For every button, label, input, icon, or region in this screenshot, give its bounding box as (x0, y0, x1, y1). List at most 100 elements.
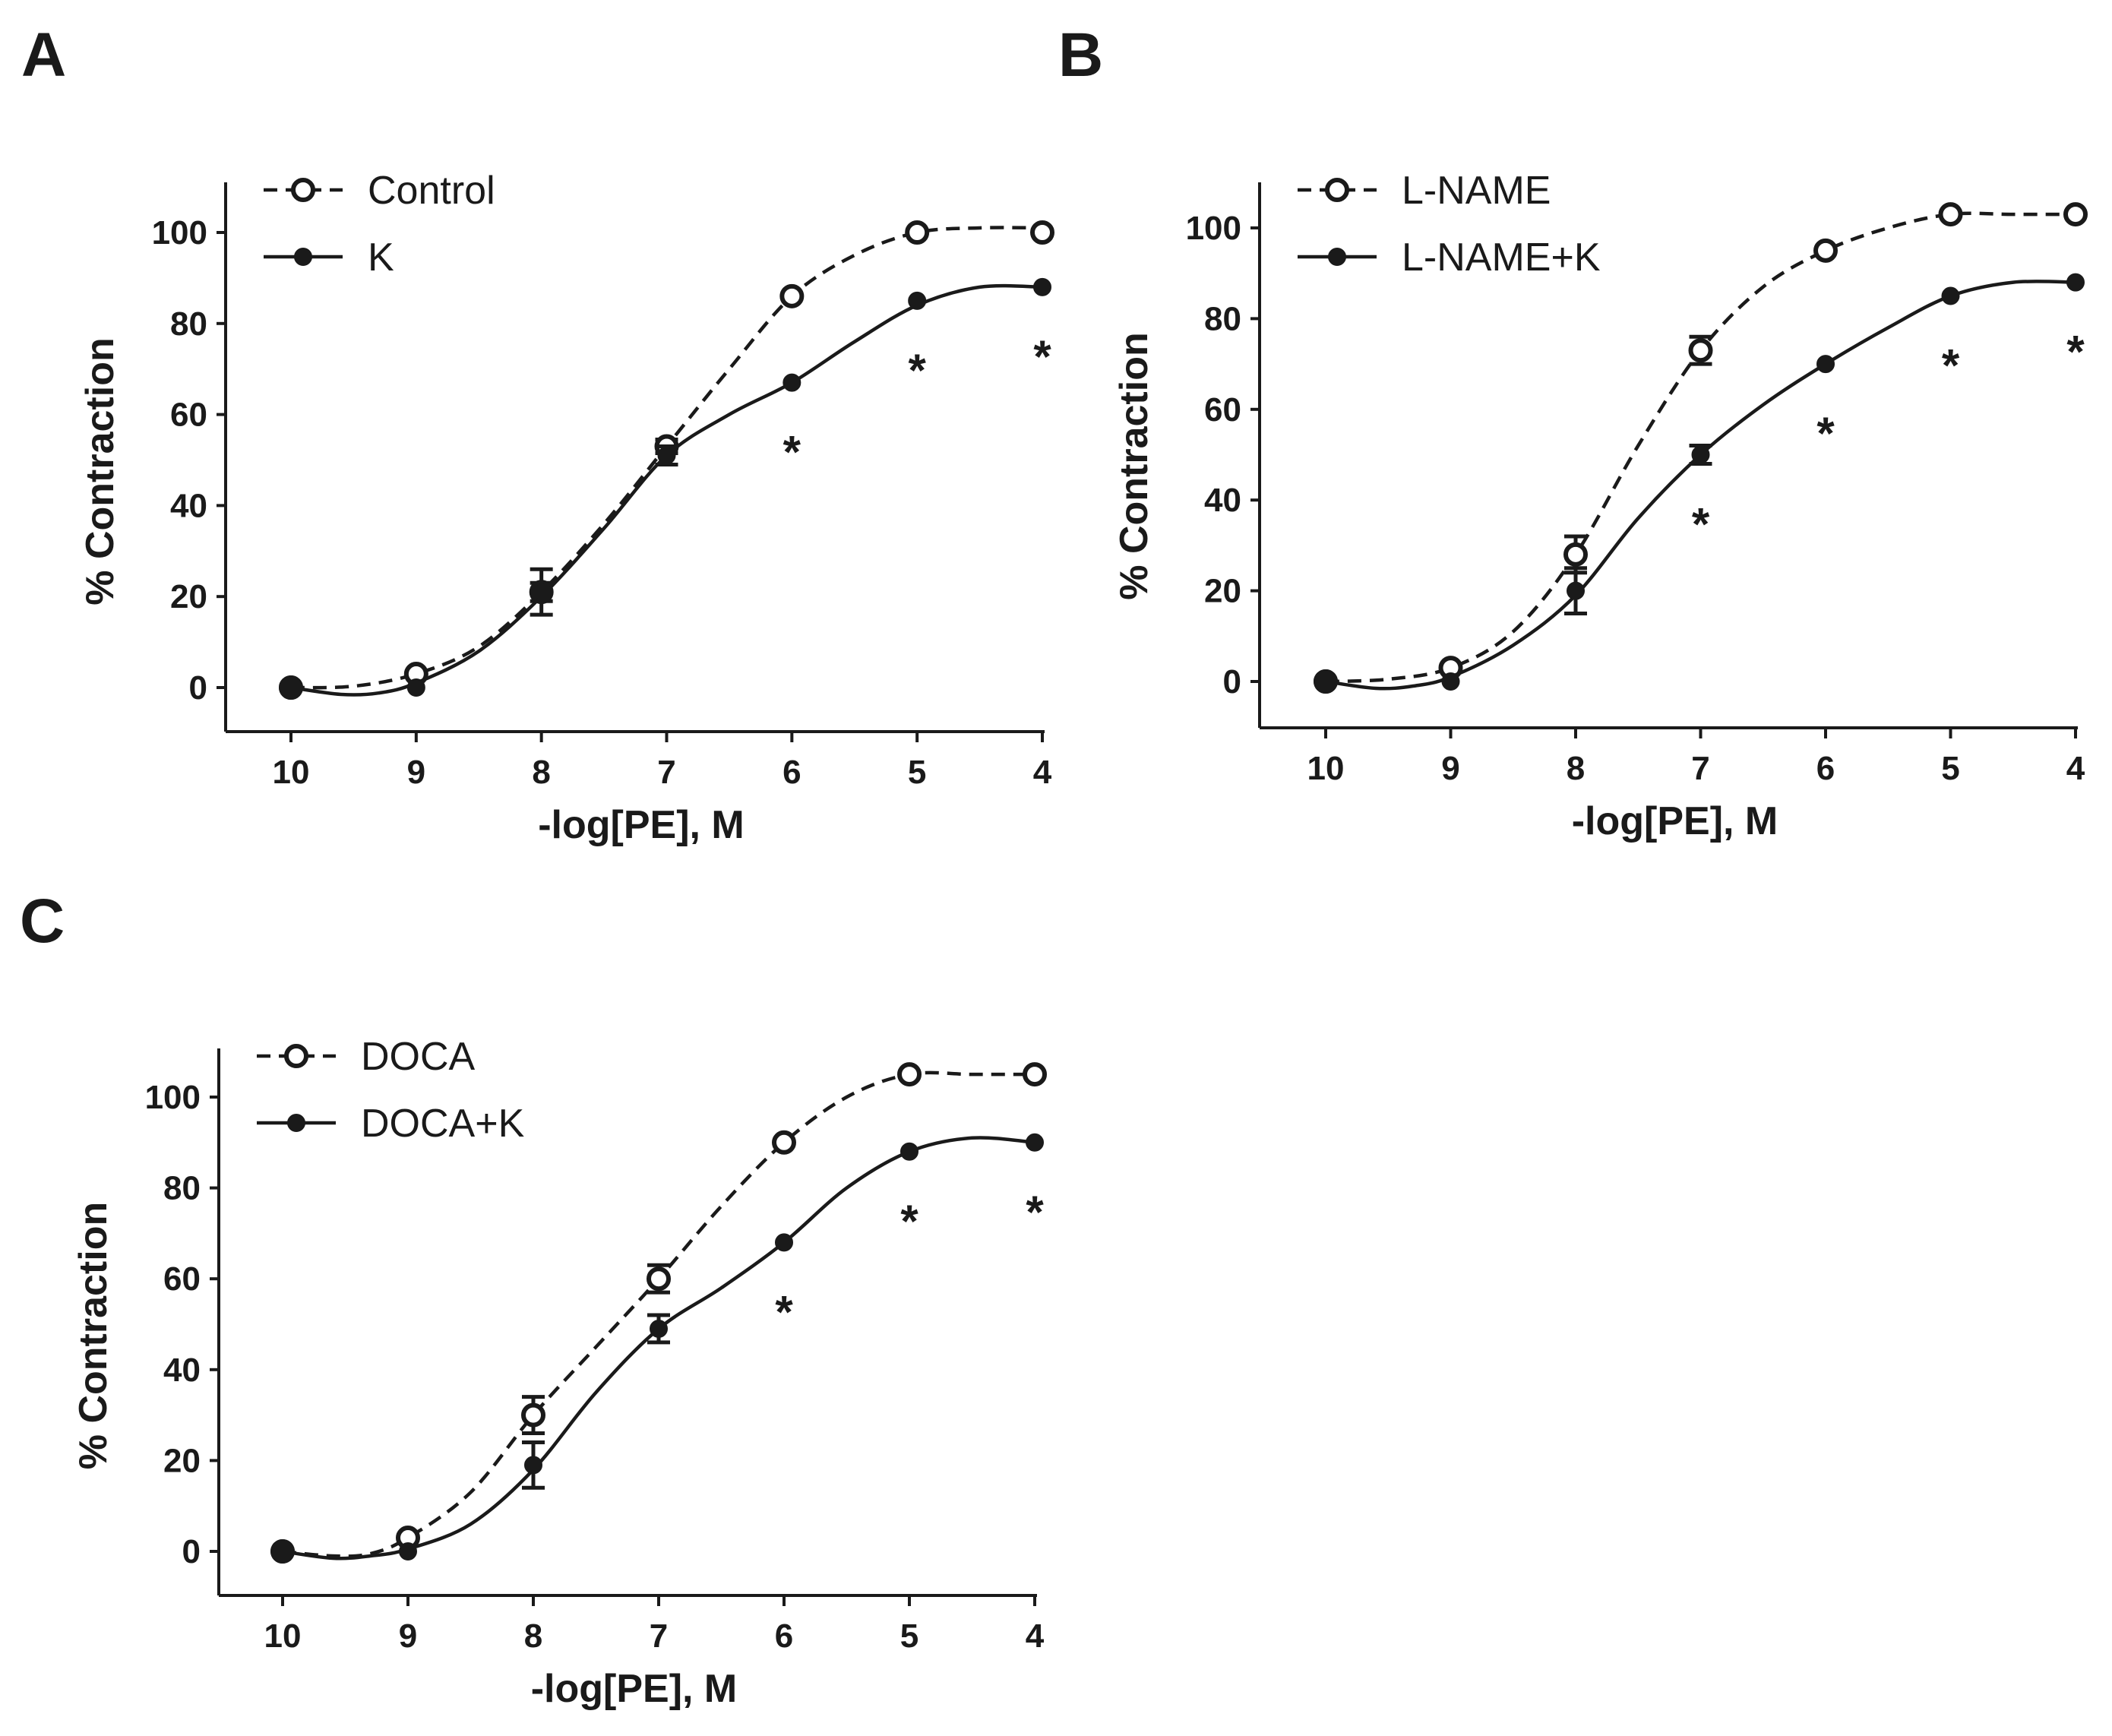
x-tick-label: 8 (1567, 750, 1585, 787)
x-tick-label: 6 (783, 754, 801, 791)
data-point (1567, 581, 1585, 600)
legend-label: Control (368, 169, 495, 213)
x-tick-label: 4 (2066, 750, 2085, 787)
x-tick-label: 4 (1033, 754, 1052, 791)
legend-marker (1325, 178, 1349, 202)
fit-curve (282, 1070, 1035, 1558)
data-point (1026, 1133, 1044, 1152)
data-point (399, 1542, 417, 1561)
x-tick-label: 10 (264, 1617, 302, 1655)
y-tick-label: 20 (170, 578, 207, 615)
data-point (1030, 220, 1054, 245)
y-tick-label: 100 (152, 214, 207, 251)
legend-label: DOCA (361, 1035, 476, 1079)
legend-marker (284, 1044, 308, 1068)
significance-marker: * (783, 427, 801, 478)
data-point (1941, 286, 1960, 305)
x-tick-label: 8 (524, 1617, 542, 1655)
y-tick-label: 40 (1204, 482, 1241, 519)
y-tick-label: 20 (163, 1442, 201, 1479)
data-point (2066, 273, 2085, 292)
data-point (775, 1233, 793, 1252)
y-tick-label: 60 (170, 397, 207, 434)
legend: L-NAME L-NAME+K (1298, 169, 1601, 280)
x-axis-label: -log[PE], M (538, 803, 745, 847)
x-tick-label: 10 (273, 754, 310, 791)
y-tick-label: 40 (163, 1352, 201, 1389)
legend-label: L-NAME (1402, 169, 1551, 213)
x-axis-label: -log[PE], M (531, 1667, 738, 1711)
fit-curve (282, 1136, 1035, 1561)
significance-marker: * (1816, 408, 1835, 459)
x-tick-label: 7 (1691, 750, 1709, 787)
data-point (772, 1130, 796, 1155)
legend-marker (1328, 248, 1346, 266)
x-tick-label: 9 (1441, 750, 1459, 787)
x-tick-label: 7 (650, 1617, 668, 1655)
y-tick-label: 60 (163, 1260, 201, 1298)
series-l-name (1314, 202, 2088, 694)
data-point (1688, 338, 1713, 363)
significance-marker: * (1942, 340, 1960, 391)
x-axis-label: -log[PE], M (1572, 799, 1778, 843)
y-tick-label: 100 (1186, 210, 1241, 247)
series-k (279, 277, 1051, 700)
data-point (1938, 202, 1963, 227)
panel-letter: B (1058, 21, 1103, 90)
data-point (1023, 1062, 1047, 1087)
significance-marker: * (775, 1286, 793, 1337)
significance-marker: * (908, 345, 926, 396)
legend-label: K (368, 236, 394, 280)
panel-letter: C (20, 887, 65, 956)
y-tick-label: 40 (170, 487, 207, 524)
y-axis-label: % Contraction (78, 337, 122, 605)
legend-item: Control (264, 169, 495, 213)
legend-marker (291, 178, 315, 202)
x-tick-label: 10 (1307, 750, 1345, 787)
significance-marker: * (1692, 499, 1710, 550)
chart-panel-a: A 0 20 40 60 80 100 10 9 8 7 6 5 4 -log[PE], M % Contra… (21, 21, 1054, 847)
data-point (270, 1539, 295, 1564)
data-point (279, 675, 303, 700)
y-tick-label: 0 (1223, 663, 1241, 700)
y-tick-label: 20 (1204, 573, 1241, 610)
legend-label: L-NAME+K (1402, 236, 1601, 280)
data-point (1816, 355, 1835, 374)
panel-letter: A (21, 21, 66, 90)
x-tick-label: 5 (908, 754, 926, 791)
legend-item: DOCA (257, 1035, 476, 1079)
data-point (1691, 445, 1710, 464)
data-point (1563, 542, 1588, 567)
data-point (647, 1266, 671, 1292)
data-point (897, 1062, 922, 1087)
x-tick-label: 5 (900, 1617, 918, 1655)
x-tick-label: 4 (1026, 1617, 1045, 1655)
y-axis-label: % Contraction (1112, 332, 1156, 599)
significance-marker: * (1033, 331, 1051, 382)
legend: DOCA DOCA+K (257, 1035, 525, 1146)
chart-panel-c: C 0 20 40 60 80 100 10 9 8 7 6 5 4 -log[PE], M % Contra… (20, 887, 1047, 1711)
data-point (1813, 238, 1838, 263)
y-axis-label: % Contraction (71, 1202, 115, 1469)
significance-marker: * (2066, 327, 2085, 378)
x-tick-label: 8 (532, 754, 550, 791)
legend-label: DOCA+K (361, 1102, 525, 1146)
significance-marker: * (900, 1196, 918, 1247)
y-tick-label: 80 (170, 305, 207, 343)
legend-marker (294, 248, 312, 266)
data-point (1033, 277, 1051, 296)
series-l-name-k (1314, 273, 2085, 694)
x-tick-label: 9 (399, 1617, 417, 1655)
data-point (905, 220, 930, 245)
y-tick-label: 0 (182, 1533, 201, 1570)
x-tick-label: 6 (1816, 750, 1835, 787)
chart-panel-b: B 0 20 40 60 80 100 10 9 8 7 6 5 4 -log[PE], M % Contra… (1058, 21, 2088, 843)
data-point (1314, 669, 1338, 694)
legend: Control K (264, 169, 495, 280)
y-tick-label: 60 (1204, 391, 1241, 428)
legend-item: K (264, 236, 394, 280)
series-doca-k (270, 1133, 1044, 1564)
fit-curve (290, 283, 1043, 697)
significance-marker: * (1026, 1187, 1044, 1238)
